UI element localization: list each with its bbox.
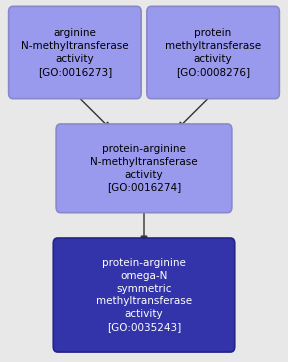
FancyBboxPatch shape <box>9 7 141 99</box>
Text: protein-arginine
omega-N
symmetric
methyltransferase
activity
[GO:0035243]: protein-arginine omega-N symmetric methy… <box>96 258 192 332</box>
Text: protein-arginine
N-methyltransferase
activity
[GO:0016274]: protein-arginine N-methyltransferase act… <box>90 144 198 193</box>
FancyBboxPatch shape <box>56 124 232 212</box>
FancyBboxPatch shape <box>147 7 279 99</box>
Text: arginine
N-methyltransferase
activity
[GO:0016273]: arginine N-methyltransferase activity [G… <box>21 28 129 77</box>
Text: protein
methyltransferase
activity
[GO:0008276]: protein methyltransferase activity [GO:0… <box>165 28 261 77</box>
FancyBboxPatch shape <box>53 238 235 352</box>
